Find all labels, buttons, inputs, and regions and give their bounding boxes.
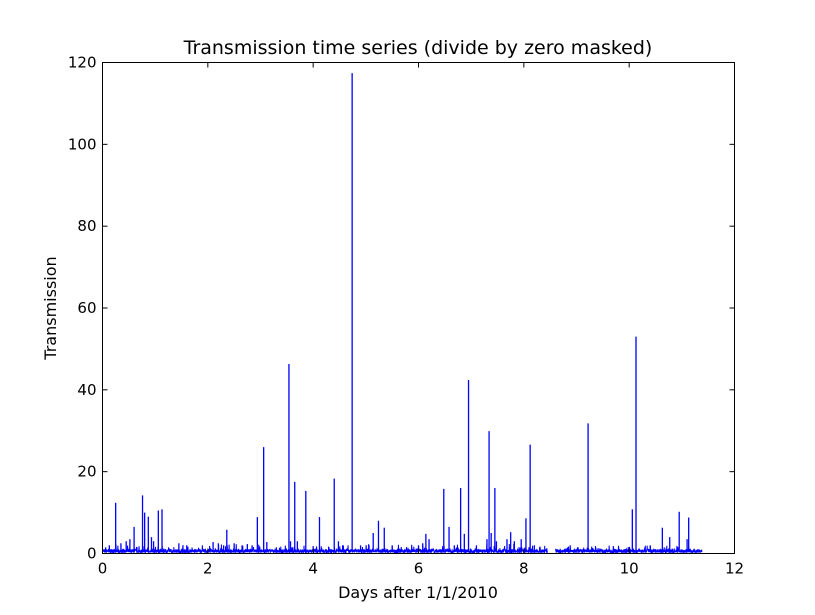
chart-title: Transmission time series (divide by zero… bbox=[183, 37, 653, 59]
y-tick-label: 120 bbox=[68, 54, 97, 72]
x-tick-label: 4 bbox=[308, 560, 318, 578]
x-tick-label: 12 bbox=[725, 560, 744, 578]
series-transmission bbox=[102, 73, 703, 555]
series-baseline bbox=[102, 543, 548, 555]
plot-frame bbox=[102, 62, 735, 554]
x-axis: 0 2 4 6 8 10 12 bbox=[98, 62, 744, 578]
y-tick-label: 100 bbox=[68, 135, 97, 153]
y-axis-title: Transmission bbox=[41, 256, 60, 360]
plot-area bbox=[102, 62, 735, 555]
x-tick-label: 8 bbox=[519, 560, 529, 578]
x-axis-title: Days after 1/1/2010 bbox=[338, 583, 498, 602]
y-tick-label: 40 bbox=[77, 381, 96, 399]
x-tick-label: 6 bbox=[414, 560, 424, 578]
y-tick-label: 60 bbox=[77, 299, 96, 317]
x-tick-label: 0 bbox=[98, 560, 108, 578]
x-tick-label: 2 bbox=[203, 560, 213, 578]
y-axis: 0 20 40 60 80 100 120 bbox=[68, 54, 735, 563]
y-tick-label: 20 bbox=[77, 463, 96, 481]
y-tick-label: 80 bbox=[77, 217, 96, 235]
y-tick-label: 0 bbox=[87, 545, 97, 563]
x-tick-label: 10 bbox=[620, 560, 639, 578]
